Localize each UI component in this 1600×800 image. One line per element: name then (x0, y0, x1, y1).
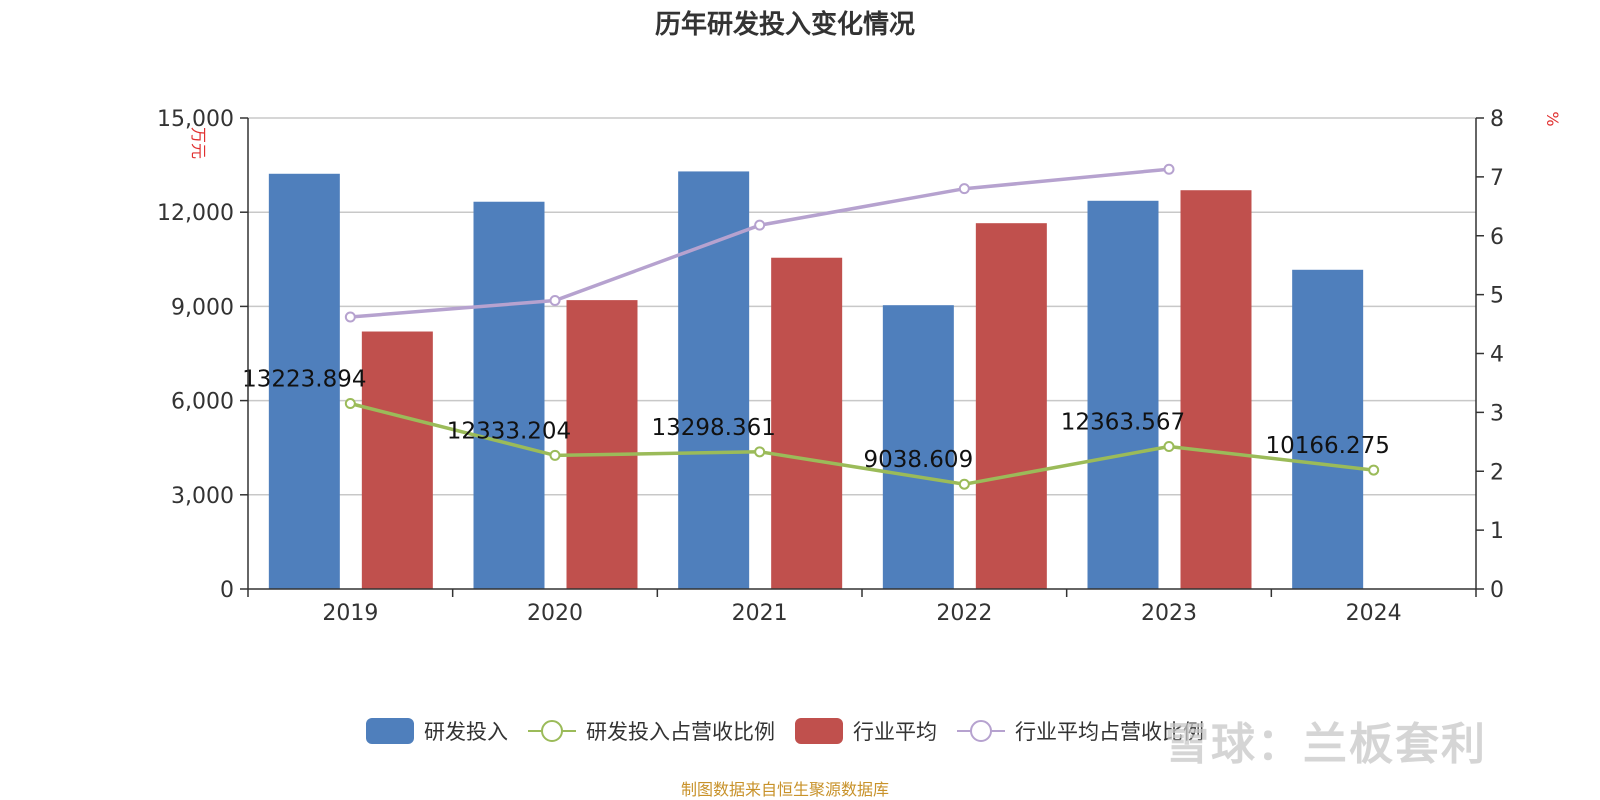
y-right-tick-label: 8 (1490, 107, 1504, 132)
chart-title: 历年研发投入变化情况 (654, 10, 915, 40)
legend-swatch-industry-bar (795, 718, 843, 744)
y-right-tick-label: 4 (1490, 343, 1504, 368)
bar-rd-investment (1087, 200, 1159, 589)
data-label-rd-investment: 9038.609 (863, 447, 973, 473)
legend-item-rd-ratio[interactable]: 研发投入占营收比例 (528, 716, 775, 746)
bar-industry-average (1180, 190, 1252, 589)
legend-item-rd-investment[interactable]: 研发投入 (366, 716, 508, 746)
y-right-tick-label: 3 (1490, 401, 1504, 426)
legend-swatch-rd-bar (366, 718, 414, 744)
marker-rd-ratio (549, 449, 561, 461)
y-left-unit-label: 万元 (189, 127, 208, 159)
x-tick-label: 2023 (1141, 601, 1197, 626)
marker-rd-ratio (1163, 441, 1175, 453)
marker-rd-ratio (754, 446, 766, 458)
marker-rd-ratio (344, 398, 356, 410)
data-label-rd-investment: 13223.894 (242, 367, 366, 393)
y-left-tick-label: 9,000 (171, 295, 234, 320)
legend-swatch-rd-ratio-line (528, 718, 576, 744)
x-tick-label: 2021 (732, 601, 788, 626)
y-right-tick-label: 5 (1490, 284, 1504, 309)
bar-industry-average (975, 223, 1047, 589)
source-note: 制图数据来自恒生聚源数据库 (680, 780, 889, 799)
legend-item-industry-average[interactable]: 行业平均 (795, 716, 937, 746)
axes: 0 3,000 6,000 9,000 12,000 15,000 0 1 2 3 4 5 6 7 8 万元%… (157, 107, 1562, 626)
marker-industry-ratio (549, 295, 561, 307)
legend-label: 行业平均占营收比例 (1015, 720, 1204, 744)
y-right-unit-label: % (1543, 111, 1562, 126)
y-right-tick-label: 6 (1490, 225, 1504, 250)
marker-industry-ratio (344, 311, 356, 323)
legend-swatch-industry-ratio-line (957, 718, 1005, 744)
x-tick-label: 2024 (1346, 601, 1402, 626)
y-right-tick-label: 1 (1490, 519, 1504, 544)
marker-rd-ratio (1368, 464, 1380, 476)
legend-label: 行业平均 (853, 720, 937, 744)
line-rd-ratio (349, 401, 1374, 486)
x-tick-label: 2022 (936, 601, 992, 626)
marker-industry-ratio (958, 183, 970, 195)
x-tick-label: 2020 (527, 601, 583, 626)
data-labels: 13223.894 12333.204 13298.361 9038.609 12363… (242, 367, 1390, 474)
bar-rd-investment (1292, 269, 1364, 589)
watermark: 雪球：兰板套利 (1165, 719, 1487, 770)
y-left-tick-label: 6,000 (171, 390, 234, 415)
bar-industry-average (566, 300, 638, 589)
legend-label: 研发投入占营收比例 (586, 720, 775, 744)
x-tick-label: 2019 (322, 601, 378, 626)
data-label-rd-investment: 13298.361 (651, 415, 775, 441)
y-right-tick-label: 7 (1490, 166, 1504, 191)
y-left-tick-label: 0 (220, 578, 234, 603)
bar-rd-investment (473, 201, 545, 589)
legend-label: 研发投入 (424, 720, 508, 744)
marker-rd-ratio (958, 478, 970, 490)
marker-industry-ratio (1163, 163, 1175, 175)
bar-industry-average (771, 257, 843, 589)
y-right-tick-label: 2 (1490, 460, 1504, 485)
bar-rd-investment (268, 173, 340, 590)
marker-industry-ratio (754, 219, 766, 231)
ratio-lines (344, 163, 1380, 490)
bar-industry-average (361, 331, 433, 589)
legend: 研发投入 研发投入占营收比例 行业平均 行业平均占营收比例 (0, 716, 1570, 746)
y-left-tick-label: 12,000 (157, 201, 234, 226)
y-left-tick-label: 15,000 (157, 107, 234, 132)
bar-rd-investment (882, 305, 954, 589)
y-right-tick-label: 0 (1490, 578, 1504, 603)
bars (268, 171, 1364, 590)
grid-lines (248, 117, 1476, 496)
y-left-tick-label: 3,000 (171, 484, 234, 509)
data-label-rd-investment: 10166.275 (1265, 433, 1389, 459)
legend-item-industry-ratio[interactable]: 行业平均占营收比例 (957, 716, 1204, 746)
data-label-rd-investment: 12363.567 (1061, 410, 1185, 436)
data-label-rd-investment: 12333.204 (447, 418, 571, 444)
